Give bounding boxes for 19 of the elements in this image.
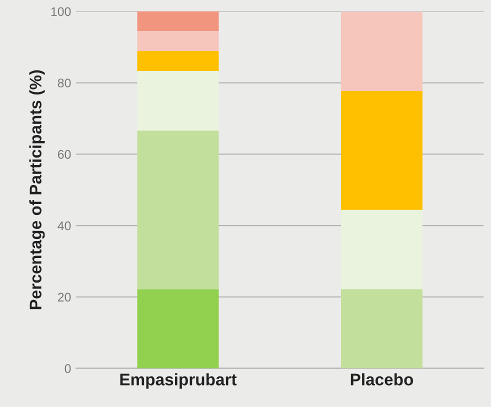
bar: [341, 289, 423, 368]
bar: [341, 12, 423, 91]
bar: [137, 130, 219, 290]
x-tick-label: Placebo: [350, 373, 414, 386]
y-tick-label: 60: [58, 150, 71, 159]
bar: [137, 51, 219, 72]
y-axis-title: Percentage of Participants (%): [29, 70, 45, 310]
y-tick-label: 0: [64, 364, 71, 373]
bar: [137, 71, 219, 131]
bar: [137, 31, 219, 52]
bar: [137, 11, 219, 32]
y-tick-label: 100: [51, 7, 71, 16]
x-tick-label: Empasiprubart: [120, 373, 237, 389]
y-tick-label: 40: [58, 221, 71, 230]
bar: [341, 210, 423, 290]
y-tick-label: 80: [58, 78, 71, 88]
bar: [137, 289, 219, 368]
y-tick-label: 20: [58, 292, 71, 302]
bar: [341, 90, 423, 210]
